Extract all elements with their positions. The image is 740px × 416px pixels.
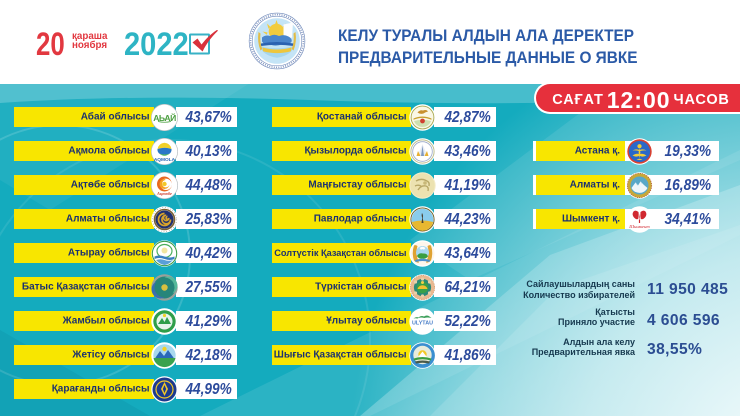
svg-text:AQMOLA: AQMOLA xyxy=(154,157,176,163)
svg-text:ULYTAU: ULYTAU xyxy=(412,320,433,326)
svg-text:Шымкент: Шымкент xyxy=(628,223,650,228)
svg-text:АЬАЙ: АЬАЙ xyxy=(153,111,176,122)
svg-text:Ақтөбе: Ақтөбе xyxy=(156,191,172,196)
